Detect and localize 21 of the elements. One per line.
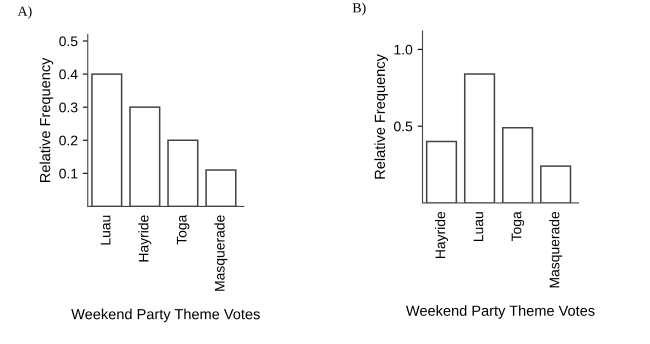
y-tick-label: 0.2 [59, 136, 78, 146]
x-tick-label: Hayride [138, 215, 152, 262]
y-axis-title: Relative Frequency [374, 54, 388, 179]
x-axis-title: Weekend Party Theme Votes [71, 308, 260, 322]
y-axis-title: Relative Frequency [40, 58, 54, 182]
x-axis-title: Weekend Party Theme Votes [406, 305, 595, 319]
y-tick-label: 0.5 [59, 36, 78, 46]
chart-title: A) [18, 6, 32, 19]
y-tick-label: 0.3 [59, 102, 78, 112]
y-tick-label: 1.0 [394, 44, 412, 55]
y-tick-label: 0.4 [59, 69, 78, 80]
x-tick-label: Masquerade [549, 212, 562, 288]
x-tick-label: Luau [474, 212, 484, 242]
y-tick-label: 0.1 [59, 168, 78, 178]
x-tick-label: Masquerade [214, 215, 228, 291]
x-tick-label: Toga [176, 214, 190, 245]
y-tick-label: 0.5 [394, 122, 412, 132]
x-tick-label: Toga [512, 211, 524, 242]
x-tick-label: Luau [100, 216, 111, 244]
chart-title: B) [352, 2, 366, 16]
x-tick-label: Hayride [435, 212, 448, 258]
